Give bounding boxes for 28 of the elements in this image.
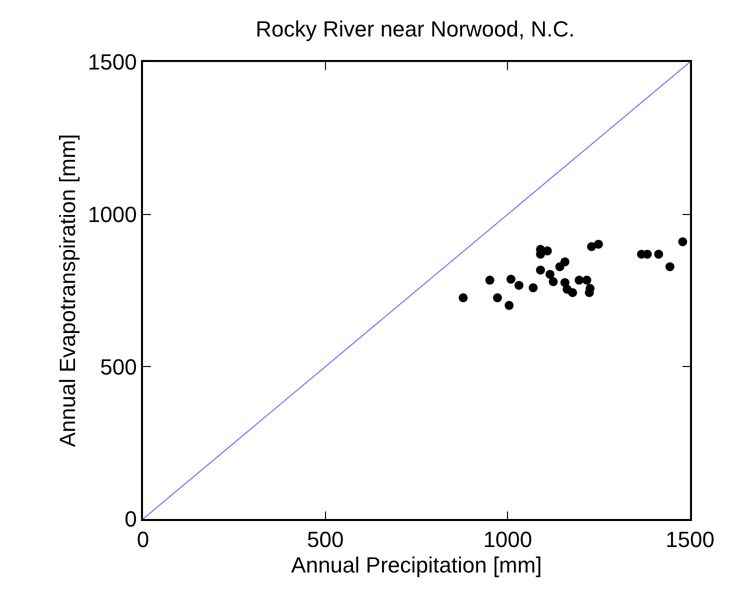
point (545, 270, 554, 279)
point (574, 276, 584, 285)
point (678, 237, 688, 246)
point (582, 276, 592, 285)
y-tick-label: 500 (100, 354, 137, 380)
point (506, 274, 516, 284)
x-axis-title: Annual Precipitation [mm] (291, 552, 542, 578)
point (504, 300, 514, 310)
x-tick-label: 1000 (483, 527, 532, 552)
point (548, 277, 558, 286)
point (560, 257, 570, 266)
point (665, 262, 674, 272)
y-tick-label: 1000 (88, 202, 137, 228)
chart-title: Rocky River near Norwood, N.C. (256, 16, 575, 42)
point (514, 280, 524, 290)
point (654, 250, 664, 259)
x-tick-label: 1500 (666, 527, 714, 552)
y-tick-label: 0 (124, 506, 137, 532)
point (492, 293, 502, 302)
point (485, 276, 494, 285)
point (536, 266, 545, 275)
y-tick-label: 1500 (88, 50, 137, 75)
point (594, 240, 603, 249)
point (568, 288, 578, 298)
x-tick-label: 500 (306, 527, 344, 552)
y-axis-title: Annual Evapotranspiration [mm] (55, 134, 80, 448)
point (528, 283, 538, 292)
point (458, 293, 468, 302)
